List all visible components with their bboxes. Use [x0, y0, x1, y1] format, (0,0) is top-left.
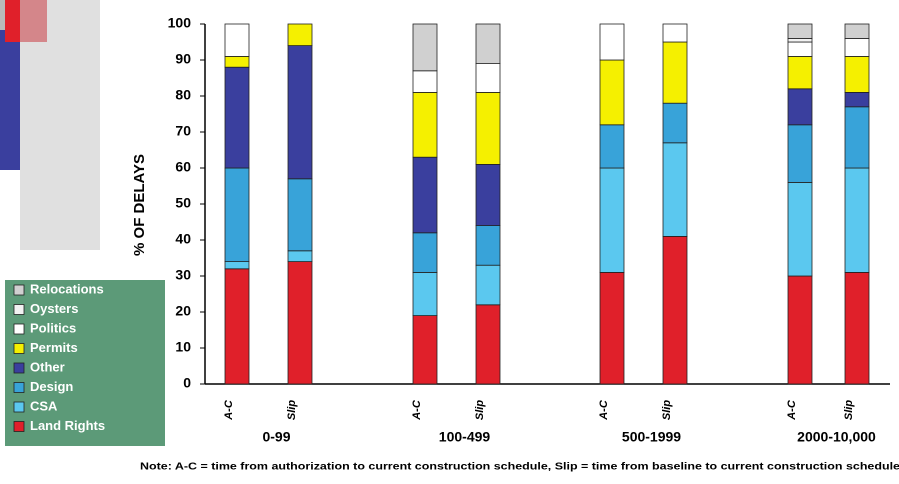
bar-segment	[413, 24, 437, 71]
bar-segment	[476, 226, 500, 266]
legend-swatch	[14, 344, 24, 354]
x-tick-label: A-C	[223, 399, 235, 421]
y-tick-label: 70	[175, 123, 191, 139]
bar-segment	[788, 89, 812, 125]
legend-label: Other	[30, 359, 65, 374]
x-tick-label: A-C	[598, 399, 610, 421]
legend-label: Oysters	[30, 301, 78, 316]
y-tick-label: 80	[175, 87, 191, 103]
bar-segment	[788, 42, 812, 56]
legend-swatch	[14, 324, 24, 334]
legend-swatch	[14, 305, 24, 315]
group-label: 2000-10,000	[797, 429, 876, 445]
bar-segment	[225, 269, 249, 384]
bar-segment	[663, 42, 687, 103]
y-tick-label: 100	[168, 15, 192, 31]
legend-label: Design	[30, 379, 73, 394]
bar-segment	[476, 305, 500, 384]
y-tick-label: 20	[175, 303, 191, 319]
bar-segment	[845, 24, 869, 38]
note: Note: A-C = time from authorization to c…	[140, 462, 899, 473]
x-tick-label: Slip	[286, 400, 298, 420]
bar-segment	[788, 38, 812, 42]
bar-segment	[225, 67, 249, 168]
bar-segment	[288, 46, 312, 179]
bar-segment	[600, 125, 624, 168]
x-tick-label: Slip	[474, 400, 486, 420]
bar-segment	[413, 233, 437, 273]
group-label: 0-99	[262, 429, 290, 445]
bar-segment	[788, 24, 812, 38]
decoration	[20, 0, 100, 250]
bar-segment	[288, 251, 312, 262]
legend-label: Relocations	[30, 281, 104, 296]
bar-segment	[476, 24, 500, 64]
bar-segment	[413, 71, 437, 93]
bar-segment	[288, 179, 312, 251]
legend-label: Land Rights	[30, 418, 105, 433]
legend-swatch	[14, 402, 24, 412]
bar-segment	[788, 182, 812, 276]
bar-segment	[476, 64, 500, 93]
bar-segment	[413, 272, 437, 315]
x-tick-label: A-C	[411, 399, 423, 421]
x-tick-label: Slip	[661, 400, 673, 420]
legend-label: Politics	[30, 320, 76, 335]
group-label: 100-499	[439, 429, 491, 445]
x-tick-label: Slip	[843, 400, 855, 420]
bar-segment	[476, 265, 500, 305]
bar-segment	[288, 262, 312, 384]
decoration	[0, 30, 20, 170]
bar-segment	[476, 92, 500, 164]
bar-segment	[225, 56, 249, 67]
bar-segment	[845, 38, 869, 56]
bar-segment	[225, 168, 249, 262]
bar-segment	[288, 24, 312, 46]
bar-segment	[413, 157, 437, 233]
bar-segment	[413, 316, 437, 384]
bar-segment	[663, 236, 687, 384]
bar-segment	[788, 125, 812, 183]
y-tick-label: 50	[175, 195, 191, 211]
bar-segment	[413, 92, 437, 157]
y-tick-label: 60	[175, 159, 191, 175]
y-tick-label: 0	[183, 375, 191, 391]
bar-segment	[225, 24, 249, 56]
bar-segment	[845, 168, 869, 272]
legend-swatch	[14, 363, 24, 373]
x-tick-label: A-C	[786, 399, 798, 421]
bar-segment	[663, 143, 687, 237]
legend-swatch	[14, 422, 24, 432]
bar-segment	[600, 24, 624, 60]
page: % OF DELAYS Note: A-C = time from author…	[0, 0, 899, 484]
bar-segment	[600, 272, 624, 384]
bar-segment	[845, 92, 869, 106]
bar-segment	[600, 60, 624, 125]
bar-segment	[600, 168, 624, 272]
bar-segment	[845, 56, 869, 92]
y-tick-label: 30	[175, 267, 191, 283]
legend-label: Permits	[30, 340, 78, 355]
bar-segment	[788, 276, 812, 384]
chart: % OF DELAYS Note: A-C = time from author…	[0, 0, 899, 479]
y-axis-label: % OF DELAYS	[131, 154, 148, 256]
y-tick-label: 40	[175, 231, 191, 247]
bar-segment	[225, 262, 249, 269]
bar-segment	[663, 24, 687, 42]
y-tick-label: 90	[175, 51, 191, 67]
bar-segment	[663, 103, 687, 143]
bar-segment	[845, 107, 869, 168]
bar-segment	[476, 164, 500, 225]
y-tick-label: 10	[175, 339, 191, 355]
bar-segment	[845, 272, 869, 384]
legend-label: CSA	[30, 398, 58, 413]
legend-swatch	[14, 383, 24, 393]
legend-swatch	[14, 285, 24, 295]
group-label: 500-1999	[622, 429, 681, 445]
bar-segment	[788, 56, 812, 88]
